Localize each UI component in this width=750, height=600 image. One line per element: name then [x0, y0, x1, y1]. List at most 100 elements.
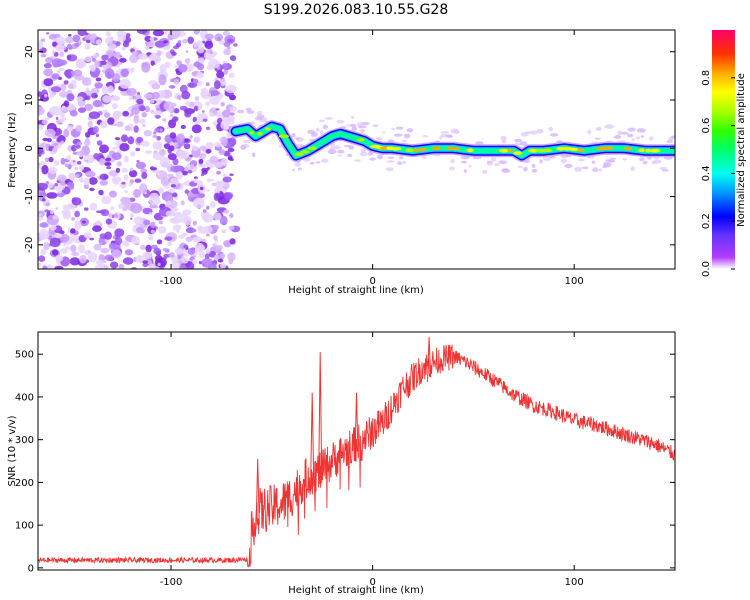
halo-blob [604, 124, 614, 129]
halo-blob [498, 160, 508, 165]
noise-blob [200, 238, 207, 242]
noise-blob [92, 57, 96, 62]
noise-blob [226, 122, 230, 128]
noise-blob [175, 42, 182, 48]
noise-blob [206, 205, 210, 210]
noise-blob [143, 219, 151, 226]
noise-blob [78, 107, 86, 113]
noise-blob [135, 161, 146, 170]
noise-blob [140, 168, 148, 174]
noise-blob [123, 155, 129, 163]
noise-blob [121, 167, 128, 173]
y-tick-label: 0 [24, 145, 35, 151]
noise-blob [69, 110, 78, 117]
noise-blob [170, 184, 176, 188]
noise-blob [95, 39, 102, 46]
noise-blob [179, 264, 187, 269]
noise-blob [172, 192, 178, 198]
trace-hotspot [556, 146, 566, 151]
halo-blob [406, 128, 414, 133]
noise-blob [55, 43, 65, 52]
noise-blob [119, 143, 130, 152]
snr-panel: -100 0 100 0 100 200 300 400 500 Height of strai… [7, 331, 676, 596]
noise-blob [105, 31, 111, 37]
noise-blob [118, 263, 125, 269]
halo-blob [318, 119, 325, 123]
noise-blob [142, 262, 149, 268]
noise-blob [131, 69, 134, 73]
noise-blob [150, 229, 156, 234]
noise-blob [228, 72, 235, 79]
noise-blob [95, 220, 101, 226]
halo-blob [490, 157, 497, 162]
noise-blob [133, 188, 141, 198]
halo-blob [666, 139, 674, 143]
noise-blob [121, 46, 127, 51]
noise-blob [223, 69, 228, 75]
noise-blob [104, 162, 112, 167]
noise-blob [81, 77, 92, 86]
noise-blob [213, 192, 220, 201]
snr-plot-area [38, 337, 675, 568]
halo-blob [252, 152, 256, 158]
noise-blob [102, 174, 109, 180]
halo-blob [319, 130, 324, 135]
noise-blob [220, 136, 228, 147]
trace-hotspot [466, 148, 474, 153]
noise-blob [222, 173, 227, 178]
noise-blob [159, 128, 163, 133]
noise-blob [45, 117, 50, 120]
noise-blob [120, 68, 129, 78]
noise-blob [218, 149, 226, 155]
noise-blob [133, 216, 143, 226]
noise-blob [46, 264, 54, 269]
halo-blob [359, 151, 368, 157]
noise-blob [46, 32, 50, 35]
halo-blob [361, 148, 366, 154]
noise-blob [194, 136, 201, 143]
noise-blob [70, 228, 76, 234]
halo-blob [393, 133, 403, 137]
noise-blob [126, 88, 137, 96]
noise-blob [188, 101, 195, 108]
noise-blob [108, 242, 116, 250]
noise-blob [184, 110, 192, 118]
noise-blob [190, 163, 195, 170]
noise-blob [158, 148, 167, 156]
noise-blob [159, 157, 171, 168]
noise-blob [122, 197, 131, 207]
noise-blob [143, 93, 153, 99]
noise-blob [204, 40, 214, 50]
halo-blob [514, 138, 523, 143]
trace-hotspot [356, 138, 365, 142]
noise-blob [214, 187, 221, 194]
noise-blob [176, 60, 183, 66]
noise-blob [158, 226, 167, 234]
noise-blob [111, 214, 115, 219]
noise-blob [129, 179, 134, 184]
noise-blob [44, 128, 56, 138]
halo-blob [613, 135, 622, 139]
noise-blob [192, 145, 199, 151]
snr-spike [354, 392, 359, 461]
halo-blob [386, 167, 394, 172]
noise-blob [95, 133, 100, 138]
noise-blob [216, 170, 222, 175]
halo-blob [291, 168, 296, 172]
noise-blob [116, 121, 124, 128]
noise-blob [74, 220, 82, 231]
noise-blob [40, 54, 47, 58]
noise-blob [104, 254, 114, 261]
noise-blob [117, 34, 127, 42]
noise-blob [87, 252, 98, 263]
noise-blob [201, 110, 205, 113]
noise-blob [196, 71, 204, 79]
noise-blob [39, 191, 47, 197]
noise-blob [49, 237, 61, 248]
noise-blob [66, 54, 72, 61]
halo-blob [245, 107, 252, 111]
noise-blob [222, 109, 231, 118]
noise-blob [92, 125, 99, 134]
halo-blob [343, 144, 351, 147]
noise-blob [129, 213, 135, 218]
